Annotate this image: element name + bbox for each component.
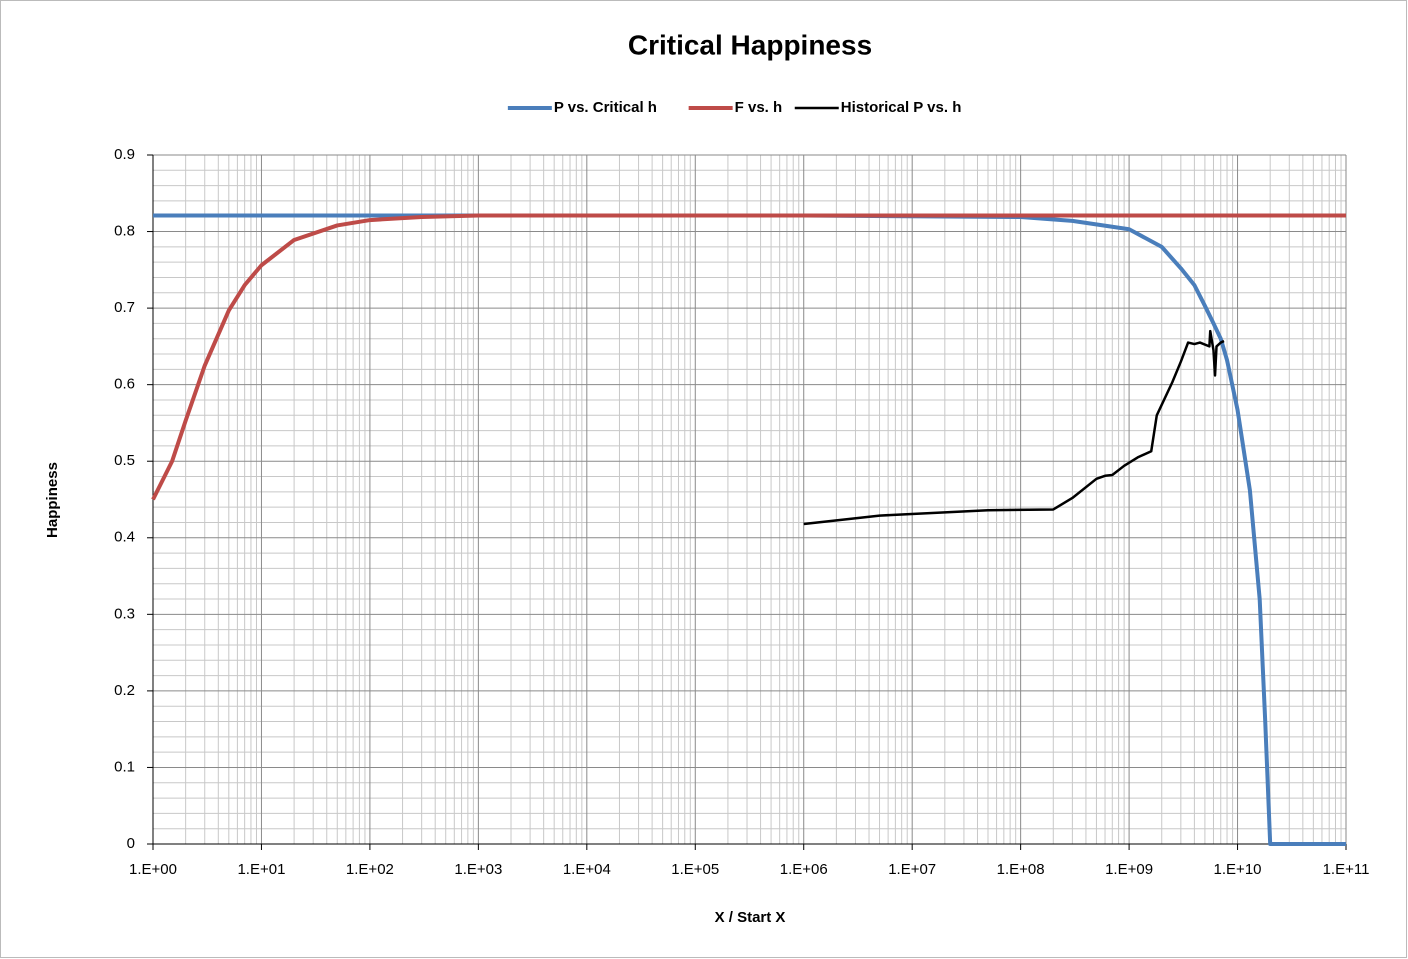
y-tick-label: 0.9 bbox=[114, 146, 135, 163]
x-tick-label: 1.E+03 bbox=[454, 861, 502, 878]
series-line bbox=[803, 329, 1225, 526]
x-tick-label: 1.E+04 bbox=[563, 861, 611, 878]
y-axis-label: Happiness bbox=[44, 462, 61, 538]
y-tick-label: 0.4 bbox=[114, 529, 135, 546]
y-tick-label: 0.6 bbox=[114, 376, 135, 393]
x-tick-label: 1.E+02 bbox=[346, 861, 394, 878]
legend: P vs. Critical h F vs. h Historical P vs. … bbox=[507, 99, 962, 116]
grid: 0 0.1 0.2 0.3 0.4 0.5 0.6 0.7 0.8 0.9 1.E+00 1.E+01… bbox=[114, 146, 1369, 878]
x-tick-label: 1.E+01 bbox=[237, 861, 285, 878]
x-tick-label: 1.E+11 bbox=[1323, 861, 1370, 878]
legend-label: F vs. h bbox=[735, 99, 783, 116]
y-tick-label: 0.5 bbox=[114, 452, 135, 469]
chart-title: Critical Happiness bbox=[628, 29, 872, 60]
y-tick-label: 0.3 bbox=[114, 605, 135, 622]
x-tick-label: 1.E+05 bbox=[671, 861, 719, 878]
x-tick-label: 1.E+00 bbox=[129, 861, 177, 878]
y-tick-label: 0.1 bbox=[114, 758, 135, 775]
y-tick-label: 0 bbox=[127, 835, 135, 852]
y-tick-label: 0.8 bbox=[114, 223, 135, 240]
x-tick-label: 1.E+08 bbox=[997, 861, 1045, 878]
y-tick-label: 0.7 bbox=[114, 299, 135, 316]
legend-label: P vs. Critical h bbox=[554, 99, 657, 116]
plot bbox=[151, 213, 1346, 846]
series-line bbox=[151, 213, 1346, 501]
x-tick-label: 1.E+10 bbox=[1214, 861, 1262, 878]
series-line bbox=[153, 213, 1346, 846]
x-tick-label: 1.E+09 bbox=[1105, 861, 1153, 878]
x-axis-label: X / Start X bbox=[715, 909, 786, 926]
x-tick-label: 1.E+06 bbox=[780, 861, 828, 878]
y-tick-label: 0.2 bbox=[114, 682, 135, 699]
legend-label: Historical P vs. h bbox=[841, 99, 962, 116]
x-tick-label: 1.E+07 bbox=[888, 861, 936, 878]
